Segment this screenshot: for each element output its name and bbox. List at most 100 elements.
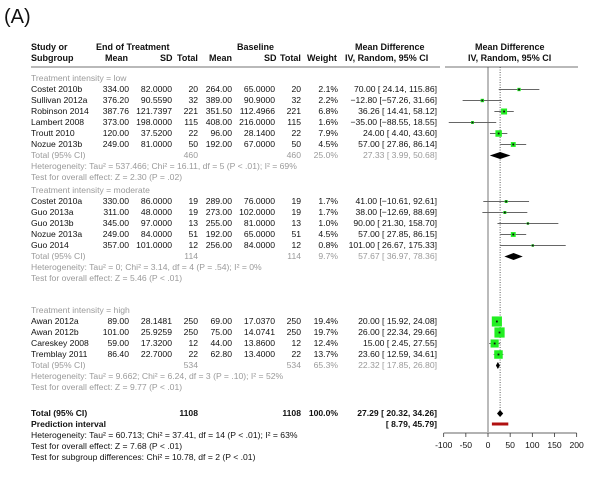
- study-mean2: 96.00: [210, 128, 232, 138]
- study-ci: 90.00 [ 21.30, 158.70]: [353, 218, 437, 228]
- point-estimate: [498, 331, 501, 334]
- subgroup-weight: 9.7%: [318, 251, 338, 261]
- header-total2: Total: [280, 53, 301, 63]
- study-sd1: 86.0000: [140, 196, 172, 206]
- study-sd2: 76.0000: [243, 196, 275, 206]
- study-name: Sullivan 2012a: [31, 95, 88, 105]
- study-total1: 13: [188, 218, 198, 228]
- study-mean2: 389.00: [205, 95, 232, 105]
- point-estimate: [481, 99, 484, 102]
- subgroup-label: Treatment intensity = low: [31, 73, 127, 83]
- subgroup-weight: 65.3%: [313, 360, 338, 370]
- study-weight: 2.1%: [318, 84, 338, 94]
- subgroup-diamond: [489, 152, 511, 159]
- study-ci: 70.00 [ 24.14, 115.86]: [354, 84, 437, 94]
- study-total2: 19: [291, 196, 301, 206]
- header-mean2: Mean: [209, 53, 233, 63]
- study-ci: −35.00 [−88.55, 18.55]: [350, 117, 438, 127]
- study-total2: 12: [291, 240, 301, 250]
- study-mean1: 86.40: [107, 349, 129, 359]
- point-estimate: [531, 244, 534, 247]
- study-total1: 22: [188, 349, 198, 359]
- study-weight: 7.9%: [318, 128, 338, 138]
- study-sd1: 37.5200: [140, 128, 172, 138]
- study-name: Guo 2013b: [31, 218, 74, 228]
- study-total1: 12: [188, 240, 198, 250]
- study-mean2: 192.00: [205, 139, 232, 149]
- study-mean2: 255.00: [205, 218, 232, 228]
- study-mean2: 192.00: [205, 229, 232, 239]
- study-weight: 1.7%: [318, 196, 338, 206]
- study-ci: 26.00 [ 22.34, 29.66]: [358, 327, 437, 337]
- header-study-2: Subgroup: [31, 53, 74, 63]
- study-weight: 2.2%: [318, 95, 338, 105]
- study-mean2: 44.00: [210, 338, 232, 348]
- subgroup-total-label: Total (95% CI): [31, 360, 86, 370]
- subgroup-overall-effect: Test for overall effect: Z = 2.30 (P = .…: [31, 172, 183, 182]
- x-tick-label: -100: [435, 440, 452, 450]
- study-total1: 50: [188, 139, 198, 149]
- point-estimate: [497, 132, 500, 135]
- subgroup-heterogeneity: Heterogeneity: Tau² = 537.466; Chi² = 16…: [31, 161, 297, 171]
- study-mean1: 59.00: [107, 338, 129, 348]
- study-ci: 38.00 [−12.69, 88.69]: [355, 207, 437, 217]
- header-group1: End of Treatment: [96, 42, 170, 52]
- study-total1: 12: [188, 338, 198, 348]
- study-sd2: 102.0000: [239, 207, 275, 217]
- study-name: Careskey 2008: [31, 338, 89, 348]
- point-estimate: [505, 200, 508, 203]
- study-name: Guo 2013a: [31, 207, 74, 217]
- subgroup-label: Treatment intensity = moderate: [31, 185, 150, 195]
- study-weight: 13.7%: [313, 349, 338, 359]
- study-mean1: 101.00: [102, 327, 129, 337]
- study-sd2: 14.0741: [243, 327, 275, 337]
- subgroup-overall-effect: Test for overall effect: Z = 9.77 (P < .…: [31, 382, 183, 392]
- point-estimate: [512, 233, 515, 236]
- study-mean2: 408.00: [205, 117, 232, 127]
- study-total2: 50: [291, 139, 301, 149]
- prediction-interval-bar: [491, 422, 509, 426]
- study-name: Guo 2014: [31, 240, 69, 250]
- study-mean1: 249.00: [102, 229, 129, 239]
- study-weight: 4.5%: [318, 229, 338, 239]
- study-mean1: 311.00: [103, 207, 129, 217]
- study-total2: 22: [291, 128, 301, 138]
- study-mean1: 89.00: [107, 316, 129, 326]
- study-mean1: 345.00: [102, 218, 129, 228]
- header-plot-sub: IV, Random, 95% CI: [468, 53, 552, 63]
- x-tick-label: 200: [569, 440, 584, 450]
- overall-diamond: [497, 410, 504, 417]
- study-sd1: 17.3200: [140, 338, 172, 348]
- subgroup-weight: 25.0%: [313, 150, 338, 160]
- study-weight: 19.7%: [313, 327, 338, 337]
- header-total1: Total: [177, 53, 198, 63]
- study-sd2: 17.0370: [243, 316, 275, 326]
- study-sd1: 90.5590: [140, 95, 172, 105]
- study-sd1: 121.7397: [136, 106, 172, 116]
- study-mean1: 249.00: [102, 139, 129, 149]
- subgroup-total1: 534: [183, 360, 198, 370]
- header-plot-title: Mean Difference: [475, 42, 545, 52]
- study-total1: 115: [184, 117, 198, 127]
- point-estimate: [526, 222, 529, 225]
- overall-weight: 100.0%: [308, 408, 338, 418]
- point-estimate: [503, 211, 506, 214]
- header-sd1: SD: [160, 53, 173, 63]
- study-total2: 250: [286, 327, 301, 337]
- study-weight: 1.6%: [318, 117, 338, 127]
- study-sd1: 81.0000: [140, 139, 172, 149]
- point-estimate: [512, 143, 515, 146]
- study-name: Costet 2010b: [31, 84, 83, 94]
- study-mean1: 120.00: [102, 128, 129, 138]
- study-weight: 1.7%: [318, 207, 338, 217]
- study-total1: 22: [188, 128, 198, 138]
- footer-stat: Test for subgroup differences: Chi² = 10…: [31, 452, 256, 462]
- subgroup-heterogeneity: Heterogeneity: Tau² = 0; Chi² = 3.14, df…: [31, 262, 262, 272]
- header-group2: Baseline: [237, 42, 275, 52]
- study-name: Awan 2012b: [31, 327, 79, 337]
- study-mean2: 264.00: [205, 84, 232, 94]
- study-sd2: 65.0000: [243, 229, 275, 239]
- study-total2: 12: [291, 338, 301, 348]
- subgroup-heterogeneity: Heterogeneity: Tau² = 9.662; Chi² = 6.24…: [31, 371, 284, 381]
